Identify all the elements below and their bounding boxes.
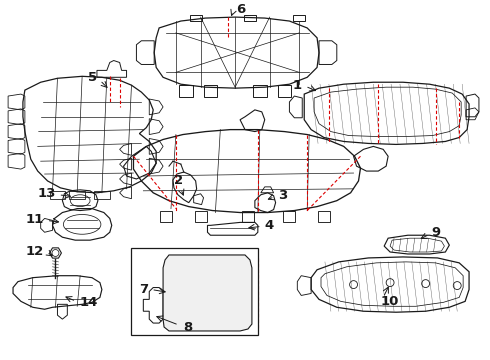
Bar: [131, 248, 258, 335]
Text: 10: 10: [380, 295, 398, 308]
Text: 9: 9: [432, 226, 441, 239]
Text: 6: 6: [236, 3, 245, 16]
Text: 5: 5: [88, 71, 97, 84]
Text: 3: 3: [277, 189, 287, 202]
Text: 7: 7: [139, 283, 148, 296]
Text: 12: 12: [25, 244, 44, 257]
Text: 11: 11: [25, 213, 44, 226]
Polygon shape: [163, 255, 252, 331]
Text: 13: 13: [37, 187, 55, 200]
Polygon shape: [144, 288, 163, 323]
Text: 14: 14: [79, 296, 98, 309]
Text: 8: 8: [183, 320, 192, 333]
Text: 4: 4: [265, 219, 274, 232]
Text: 1: 1: [292, 79, 301, 92]
Text: 2: 2: [174, 174, 183, 187]
